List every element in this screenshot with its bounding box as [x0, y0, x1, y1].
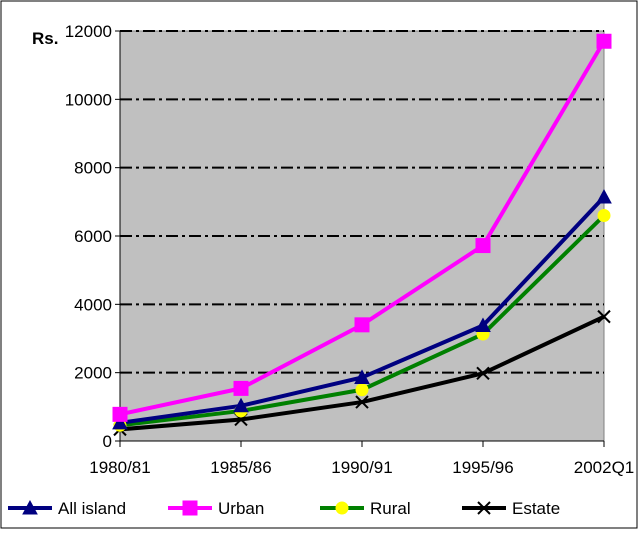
data-point-urban	[112, 406, 128, 422]
data-point-estate-stroke	[476, 366, 490, 381]
y-tick-label: 0	[103, 432, 112, 451]
legend-marker	[22, 499, 38, 515]
data-point-estate	[476, 366, 490, 381]
x-tick-label: 1995/96	[452, 458, 513, 477]
data-point-estate	[355, 395, 369, 409]
x-tick-label: 1990/91	[331, 458, 392, 477]
y-tick-label: 4000	[74, 295, 112, 314]
x-tick-label: 2002Q1	[574, 458, 635, 477]
legend-marker	[335, 501, 349, 515]
y-axis-label: Rs.	[32, 29, 58, 48]
data-point-all-island	[112, 414, 128, 430]
y-tick-label: 12000	[65, 22, 112, 41]
legend-label: Estate	[512, 499, 560, 518]
data-point-estate-stroke	[597, 309, 611, 324]
axes: 0 2000 4000 6000 8000 10000 12000 1980/81 1985/8…	[65, 22, 635, 477]
data-point-rural	[597, 209, 611, 222]
legend-item-urban: Urban	[168, 499, 264, 518]
legend-label: Rural	[370, 499, 411, 518]
legend-marker-stroke	[477, 501, 491, 515]
data-point-rural	[355, 383, 369, 397]
y-tick-label: 2000	[74, 364, 112, 383]
legend-marker	[182, 500, 198, 516]
y-tick-label: 8000	[74, 159, 112, 178]
legend-label: All island	[58, 499, 126, 518]
data-point-all-island	[596, 188, 612, 204]
data-point-estate	[597, 309, 611, 324]
data-point-urban	[233, 380, 249, 396]
x-tick-label: 1980/81	[89, 458, 150, 477]
legend-marker	[477, 501, 491, 515]
data-point-urban	[596, 33, 612, 49]
legend-item-estate: Estate	[462, 499, 560, 518]
y-tick-label: 10000	[65, 90, 112, 109]
legend-item-all-island: All island	[8, 499, 126, 518]
series-markers	[112, 33, 612, 437]
x-tick-label: 1985/86	[210, 458, 271, 477]
data-point-all-island	[233, 397, 249, 413]
data-point-urban	[354, 317, 370, 333]
legend-item-rural: Rural	[320, 499, 411, 518]
y-tick-label: 6000	[74, 227, 112, 246]
data-point-all-island	[354, 369, 370, 384]
legend-label: Urban	[218, 499, 264, 518]
legend: All island Urban Rural Estate	[8, 499, 560, 518]
data-point-urban	[475, 238, 491, 254]
data-point-estate-stroke	[355, 395, 369, 409]
data-point-all-island	[475, 317, 491, 333]
